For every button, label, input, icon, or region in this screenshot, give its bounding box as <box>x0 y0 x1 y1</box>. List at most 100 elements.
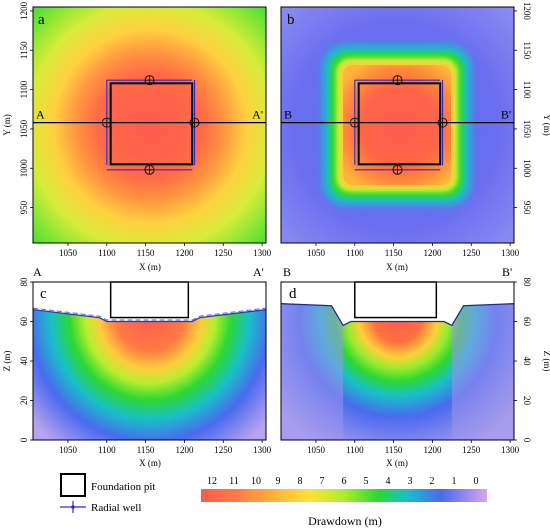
legend: Foundation pit Radial well <box>60 473 155 514</box>
y-tick-label: 1050 <box>19 119 29 138</box>
section-line-end-label: A' <box>252 108 263 122</box>
section-label-B: B <box>283 265 291 279</box>
x-tick-label: 1050 <box>59 445 78 455</box>
y-tick-label: 60 <box>522 317 532 327</box>
colorbar-title: Drawdown (m) <box>308 514 382 528</box>
legend-foundation-pit-icon <box>60 473 86 497</box>
x-tick-label: 1300 <box>501 445 520 455</box>
colorbar-tick-label: 9 <box>276 476 281 487</box>
y-tick-label: 1200 <box>522 2 532 21</box>
section-line-end-label: B' <box>501 108 511 122</box>
x-tick-label: 1100 <box>98 248 116 258</box>
x-tick-label: 1200 <box>423 445 442 455</box>
panel-b-overlay: B B' <box>281 75 514 175</box>
y-tick-label: 1150 <box>522 41 532 59</box>
panel-c-ylabel: Z (m) <box>2 351 12 372</box>
panel-a-xticks: 1050 1100 1150 1200 1250 1300 <box>59 243 272 258</box>
panel-c-water-table-dash <box>32 307 267 321</box>
y-tick-label: 0 <box>19 437 29 442</box>
panel-a-frame <box>32 6 267 244</box>
x-tick-label: 1200 <box>423 248 442 258</box>
panel-d-water-table <box>280 303 515 327</box>
y-tick-label: 1000 <box>522 159 532 178</box>
panel-d-label: d <box>289 286 297 302</box>
x-tick-label: 1250 <box>214 445 233 455</box>
foundation-pit-outline <box>357 82 442 166</box>
panel-b-xticks: 1050 1100 1150 1200 1250 1300 <box>307 243 520 258</box>
section-line-start-label: B <box>284 108 292 122</box>
x-tick-label: 1050 <box>307 445 326 455</box>
panel-c-xticks: 1050 1100 1150 1200 1250 1300 <box>59 440 272 455</box>
y-tick-label: 1100 <box>522 81 532 99</box>
x-tick-label: 1050 <box>307 248 326 258</box>
panel-a-ylabel: Y (m) <box>2 114 12 135</box>
colorbar-ticks: 12 11 10 9 8 7 6 5 4 3 2 1 0 <box>207 476 479 487</box>
y-tick-label: 0 <box>522 438 532 443</box>
x-tick-label: 1150 <box>137 248 155 258</box>
colorbar-tick-label: 6 <box>342 476 347 487</box>
colorbar-tick-label: 3 <box>408 476 413 487</box>
panel-a-xlabel: X (m) <box>139 262 161 272</box>
y-tick-label: 1150 <box>19 41 29 59</box>
y-tick-label: 40 <box>522 357 532 367</box>
x-tick-label: 1200 <box>175 248 194 258</box>
colorbar-tick-label: 7 <box>320 476 325 487</box>
colorbar-tick-label: 2 <box>430 476 435 487</box>
x-tick-label: 1050 <box>59 248 78 258</box>
x-tick-label: 1150 <box>137 445 155 455</box>
colorbar-tick-label: 10 <box>251 476 261 487</box>
panel-d-outer-zone <box>281 303 514 440</box>
x-tick-label: 1250 <box>462 445 481 455</box>
panel-b-yticks: 950 1000 1050 1100 1150 1200 <box>514 2 532 215</box>
y-tick-label: 1000 <box>19 159 29 178</box>
x-tick-label: 1250 <box>214 248 233 258</box>
panel-b-label: b <box>287 12 295 28</box>
x-tick-label: 1100 <box>346 445 364 455</box>
panel-a-heatmap <box>33 7 266 243</box>
panel-b-xlabel: X (m) <box>386 262 408 272</box>
legend-radial-well-icon <box>60 501 86 513</box>
y-tick-label: 40 <box>19 356 29 366</box>
x-tick-label: 1200 <box>175 445 194 455</box>
section-label-A: A <box>33 265 42 279</box>
panel-b-frame <box>280 6 515 244</box>
section-line-start-label: A <box>36 108 45 122</box>
y-tick-label: 950 <box>522 201 532 215</box>
y-tick-label: 20 <box>19 396 29 406</box>
panel-b-heatmap <box>323 45 471 205</box>
y-tick-label: 1050 <box>522 120 532 139</box>
section-label-B-prime: B' <box>502 265 512 279</box>
panel-c-label: c <box>40 286 47 302</box>
panel-c-water-table <box>32 308 267 323</box>
y-tick-label: 80 <box>522 278 532 288</box>
panel-b-ylabel: Y (m) <box>542 114 550 135</box>
colorbar-tick-label: 11 <box>229 476 239 487</box>
x-tick-label: 1300 <box>253 445 272 455</box>
colorbar-tick-label: 5 <box>364 476 369 487</box>
colorbar: 12 11 10 9 8 7 6 5 4 3 2 1 0 Drawdown (m) <box>201 476 487 528</box>
colorbar-tick-label: 1 <box>452 476 457 487</box>
colorbar-tick-label: 8 <box>298 476 303 487</box>
y-tick-label: 1100 <box>19 80 29 98</box>
panel-a-yticks: 950 1000 1050 1100 1150 1200 <box>19 1 33 214</box>
panel-a: a 1050 1100 1150 1200 1250 1300 950 1000 1050 11… <box>2 1 272 272</box>
colorbar-tick-label: 4 <box>386 476 391 487</box>
panel-c-xlabel: X (m) <box>139 458 161 468</box>
y-tick-label: 80 <box>19 277 29 287</box>
panel-a-label: a <box>38 12 45 28</box>
panel-d-foundation-pit <box>354 281 438 319</box>
panel-d: d 1050 1100 1150 1200 1250 1300 0 20 40 60 80 X (… <box>280 278 550 468</box>
panel-d-ylabel: Z (m) <box>542 351 550 372</box>
panel-d-xlabel: X (m) <box>386 458 408 468</box>
y-tick-label: 60 <box>19 317 29 327</box>
colorbar-tick-label: 0 <box>474 476 479 487</box>
panel-b: b 1050 1100 1150 1200 1250 1300 950 1000 1050 11… <box>280 2 550 272</box>
x-tick-label: 1150 <box>385 248 403 258</box>
panel-a-overlay: A A' <box>33 75 266 175</box>
x-tick-label: 1100 <box>346 248 364 258</box>
x-tick-label: 1100 <box>98 445 116 455</box>
panel-c-heatmap <box>33 309 266 440</box>
panel-c: c 1050 1100 1150 1200 1250 1300 0 20 40 60 80 X (… <box>2 277 272 468</box>
section-label-A-prime: A' <box>253 265 264 279</box>
